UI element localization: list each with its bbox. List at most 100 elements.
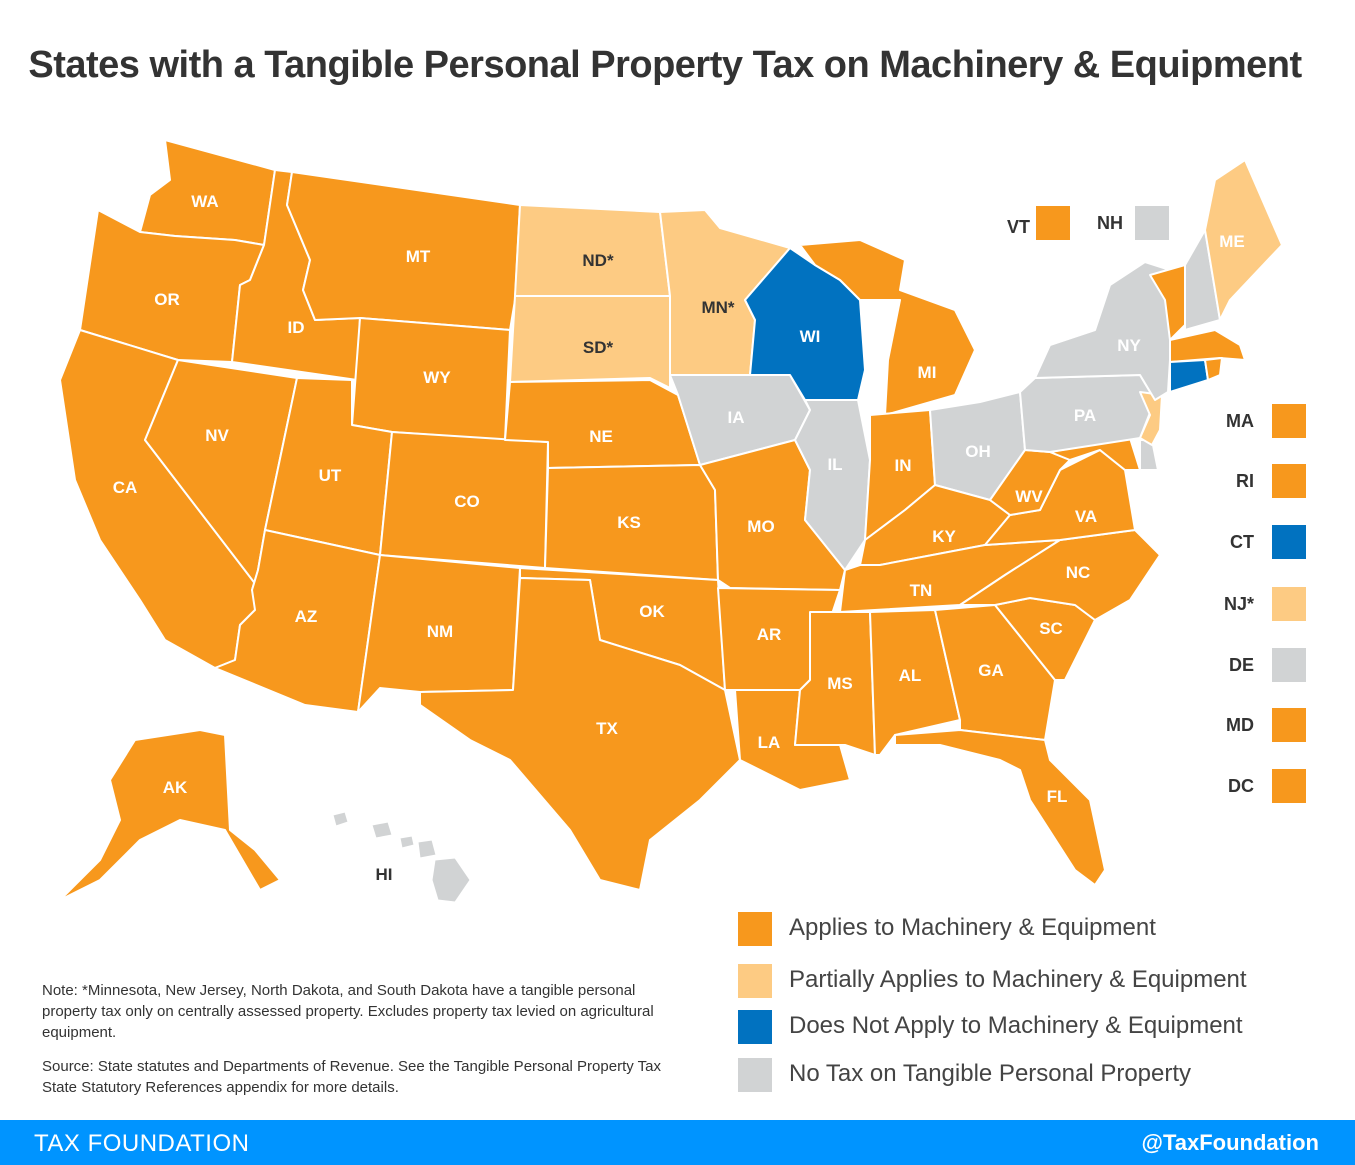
label-MT: MT — [406, 247, 431, 266]
small-state-swatch — [1272, 648, 1306, 682]
label-NM: NM — [427, 622, 453, 641]
legend-label-partial: Partially Applies to Machinery & Equipme… — [789, 966, 1247, 993]
state-HI-islands[interactable] — [332, 811, 471, 903]
label-UT: UT — [319, 466, 342, 485]
label-FL: FL — [1047, 787, 1068, 806]
legend-label-applies: Applies to Machinery & Equipment — [789, 914, 1156, 941]
state-ME[interactable] — [1204, 159, 1283, 321]
label-KY: KY — [932, 527, 956, 546]
map-title: States with a Tangible Personal Property… — [28, 44, 1302, 86]
footer-brand: TAX FOUNDATION — [34, 1130, 250, 1157]
small-state-code: MD — [1226, 715, 1254, 735]
state-FL[interactable] — [894, 729, 1106, 886]
legend-swatch-does-not — [738, 1010, 772, 1044]
state-AK[interactable] — [59, 729, 281, 901]
label-GA: GA — [978, 661, 1004, 680]
small-state-swatch — [1272, 587, 1306, 621]
source-note: Source: State statutes and Departments o… — [42, 1058, 661, 1096]
label-MS: MS — [827, 674, 853, 693]
state-RI[interactable] — [1204, 357, 1223, 381]
legend-swatch-no-tax — [738, 1058, 772, 1092]
label-AK: AK — [163, 778, 188, 797]
label-LA: LA — [758, 733, 781, 752]
small-state-ma[interactable]: MA — [1190, 404, 1310, 440]
small-state-code: DC — [1228, 776, 1254, 796]
small-state-code: CT — [1230, 532, 1254, 552]
legend-item-no-tax: No Tax on Tangible Personal Property — [738, 1056, 1338, 1092]
legend-label-no-tax: No Tax on Tangible Personal Property — [789, 1060, 1192, 1087]
label-HI: HI — [376, 865, 393, 884]
label-AR: AR — [757, 625, 782, 644]
state-VT[interactable] — [1149, 264, 1186, 341]
small-state-nj[interactable]: NJ* — [1190, 587, 1310, 623]
label-CO: CO — [454, 492, 480, 511]
label-ND: ND* — [582, 251, 614, 270]
small-state-dc[interactable]: DC — [1190, 769, 1310, 805]
label-IA: IA — [728, 408, 745, 427]
legend-item-does-not: Does Not Apply to Machinery & Equipment — [738, 1008, 1338, 1044]
footnote: Note: *Minnesota, New Jersey, North Dako… — [42, 982, 654, 1041]
label-SD: SD* — [583, 338, 614, 357]
label-AL: AL — [899, 666, 922, 685]
label-OK: OK — [639, 602, 665, 621]
nh-callout: NH — [1093, 206, 1173, 242]
legend-item-applies: Applies to Machinery & Equipment — [738, 910, 1338, 946]
label-WA: WA — [191, 192, 218, 211]
state-WI[interactable] — [744, 247, 866, 401]
state-MT[interactable] — [286, 171, 521, 331]
label-PA: PA — [1074, 406, 1096, 425]
label-MN: MN* — [701, 298, 734, 317]
label-MI: MI — [918, 363, 937, 382]
footer-handle[interactable]: @TaxFoundation — [1141, 1130, 1319, 1155]
vt-callout: VT — [1000, 206, 1070, 242]
footer-bar: TAX FOUNDATION @TaxFoundation — [0, 1120, 1355, 1165]
legend-label-does-not: Does Not Apply to Machinery & Equipment — [789, 1012, 1243, 1039]
label-NY: NY — [1117, 336, 1141, 355]
label-MO: MO — [747, 517, 774, 536]
label-ID: ID — [288, 318, 305, 337]
small-state-de[interactable]: DE — [1190, 648, 1310, 684]
label-CA: CA — [113, 478, 138, 497]
label-AZ: AZ — [295, 607, 318, 626]
state-MI[interactable] — [799, 239, 976, 416]
small-state-code: RI — [1236, 471, 1254, 491]
state-NC[interactable] — [959, 529, 1161, 621]
us-states-map: WA OR CA ID NV MT WY UT AZ CO NM ND* SD*… — [59, 139, 1283, 903]
label-NC: NC — [1066, 563, 1091, 582]
label-WV: WV — [1015, 487, 1043, 506]
label-KS: KS — [617, 513, 641, 532]
label-WI: WI — [800, 327, 821, 346]
nh-code: NH — [1097, 213, 1123, 233]
label-IN: IN — [895, 456, 912, 475]
legend-swatch-applies — [738, 912, 772, 946]
legend-swatch-partial — [738, 964, 772, 998]
label-WY: WY — [423, 368, 451, 387]
state-SD[interactable] — [509, 295, 671, 389]
legend-item-partial: Partially Applies to Machinery & Equipme… — [738, 962, 1338, 998]
label-TX: TX — [596, 719, 618, 738]
small-state-code: MA — [1226, 411, 1254, 431]
label-SC: SC — [1039, 619, 1063, 638]
small-state-md[interactable]: MD — [1190, 708, 1310, 744]
vt-code: VT — [1007, 217, 1031, 237]
label-IL: IL — [827, 455, 842, 474]
vt-swatch — [1036, 206, 1070, 240]
small-state-swatch — [1272, 708, 1306, 742]
label-VA: VA — [1075, 507, 1097, 526]
small-state-swatch — [1272, 525, 1306, 559]
label-OH: OH — [965, 442, 991, 461]
state-CT[interactable] — [1169, 359, 1209, 393]
small-state-swatch — [1272, 769, 1306, 803]
state-TX[interactable] — [419, 577, 741, 891]
state-DE[interactable] — [1139, 439, 1159, 471]
state-MA[interactable] — [1169, 329, 1246, 363]
label-ME: ME — [1219, 232, 1245, 251]
nh-swatch — [1135, 206, 1169, 240]
label-TN: TN — [910, 581, 933, 600]
label-NE: NE — [589, 427, 613, 446]
small-state-code: DE — [1228, 655, 1254, 675]
small-state-ct[interactable]: CT — [1190, 525, 1310, 561]
small-state-ri[interactable]: RI — [1190, 464, 1310, 500]
state-labels: WA OR CA ID NV MT WY UT AZ CO NM ND* SD*… — [113, 192, 1245, 884]
small-state-swatch — [1272, 404, 1306, 438]
